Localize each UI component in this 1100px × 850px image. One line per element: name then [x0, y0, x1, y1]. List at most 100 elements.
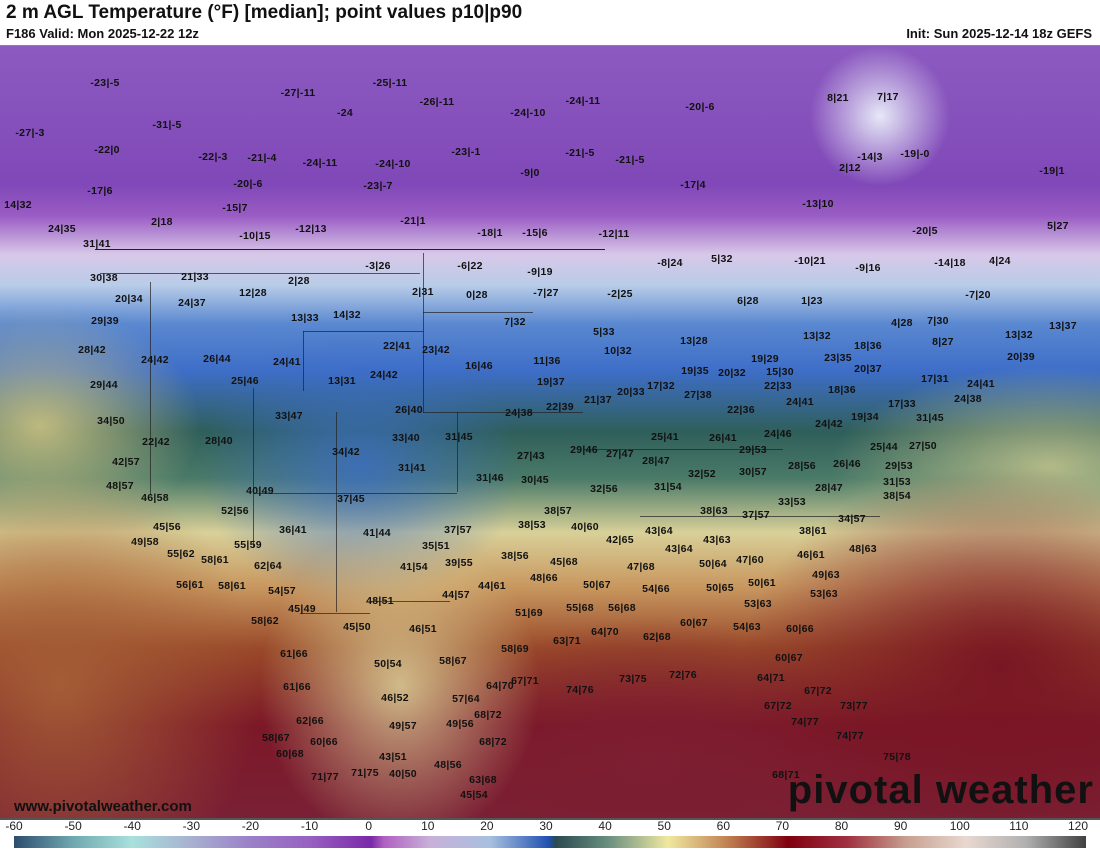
- point-value-label: 13|31: [328, 375, 356, 387]
- colorbar-tick-label: 110: [1009, 819, 1029, 833]
- point-value-label: 32|56: [590, 483, 618, 495]
- state-line: [583, 449, 783, 450]
- point-value-label: 28|47: [815, 482, 843, 494]
- point-value-label: 48|56: [434, 759, 462, 771]
- point-value-label: 2|31: [412, 286, 434, 298]
- point-value-label: 13|32: [1005, 329, 1033, 341]
- point-value-label: -23|-7: [363, 180, 393, 192]
- point-value-label: 30|38: [90, 272, 118, 284]
- colorbar-tick-label: 50: [657, 819, 671, 833]
- point-value-label: 49|58: [131, 536, 159, 548]
- point-value-label: 33|40: [392, 432, 420, 444]
- colorbar-tick-label: 100: [949, 819, 970, 833]
- point-value-label: 43|64: [645, 525, 673, 537]
- point-value-label: 33|47: [275, 410, 303, 422]
- point-value-label: 29|44: [90, 379, 118, 391]
- point-value-label: 28|56: [788, 460, 816, 472]
- point-value-label: 74|76: [566, 684, 594, 696]
- point-value-label: 24|46: [764, 428, 792, 440]
- point-value-label: 44|61: [478, 580, 506, 592]
- point-value-label: -15|7: [222, 202, 248, 214]
- point-value-label: 22|36: [727, 404, 755, 416]
- point-value-label: 63|68: [469, 774, 497, 786]
- point-value-label: -9|19: [527, 266, 553, 278]
- point-value-label: 24|42: [141, 354, 169, 366]
- point-value-label: 28|47: [642, 455, 670, 467]
- point-value-label: 13|28: [680, 335, 708, 347]
- point-value-label: -31|-5: [152, 119, 182, 131]
- point-value-label: 38|57: [544, 505, 572, 517]
- point-value-label: 50|61: [748, 577, 776, 589]
- colorbar-tick-label: 40: [598, 819, 612, 833]
- point-value-label: 27|38: [684, 389, 712, 401]
- point-value-label: 8|27: [932, 336, 954, 348]
- point-value-label: 26|41: [709, 432, 737, 444]
- state-line: [257, 493, 457, 494]
- point-value-label: 73|77: [840, 700, 868, 712]
- point-value-label: 71|75: [351, 767, 379, 779]
- point-value-label: 10|32: [604, 345, 632, 357]
- point-value-label: 74|77: [836, 730, 864, 742]
- point-value-label: -23|-1: [451, 146, 481, 158]
- point-value-label: 13|33: [291, 312, 319, 324]
- point-value-label: 43|63: [703, 534, 731, 546]
- point-value-label: 58|62: [251, 615, 279, 627]
- point-value-label: 45|50: [343, 621, 371, 633]
- point-value-label: 61|66: [283, 681, 311, 693]
- point-value-label: -15|6: [522, 227, 548, 239]
- point-value-label: 20|33: [617, 386, 645, 398]
- colorbar-tick-label: 20: [480, 819, 494, 833]
- website-url[interactable]: www.pivotalweather.com: [14, 798, 192, 815]
- point-value-label: 31|45: [445, 431, 473, 443]
- point-value-label: 31|46: [476, 472, 504, 484]
- colorbar-tick-label: 60: [716, 819, 731, 833]
- point-value-label: -6|22: [457, 260, 483, 272]
- point-value-label: 2|18: [151, 216, 173, 228]
- state-line: [423, 253, 424, 413]
- point-value-label: -27|-3: [15, 127, 45, 139]
- point-value-label: 48|51: [366, 595, 394, 607]
- point-value-label: 21|33: [181, 271, 209, 283]
- point-value-label: -13|10: [802, 198, 834, 210]
- point-value-label: 57|64: [452, 693, 480, 705]
- point-value-label: 16|46: [465, 360, 493, 372]
- point-value-label: 67|72: [764, 700, 792, 712]
- point-value-label: 26|46: [833, 458, 861, 470]
- point-value-label: 47|60: [736, 554, 764, 566]
- point-value-label: -12|11: [598, 228, 630, 240]
- point-value-label: 7|17: [877, 91, 899, 103]
- point-value-label: 46|51: [409, 623, 437, 635]
- point-value-label: 54|57: [268, 585, 296, 597]
- state-line: [423, 412, 583, 413]
- point-value-label: -14|18: [934, 257, 966, 269]
- colorbar-tick-label: 90: [893, 819, 908, 833]
- point-value-label: 26|44: [203, 353, 231, 365]
- point-value-label: -17|6: [87, 185, 113, 197]
- state-line: [300, 613, 370, 614]
- point-value-label: 46|61: [797, 549, 825, 561]
- point-value-label: 31|41: [83, 238, 111, 250]
- temperature-map[interactable]: www.pivotalweather.com pivotal weather -…: [0, 45, 1100, 820]
- point-value-label: 21|37: [584, 394, 612, 406]
- point-value-label: 67|72: [804, 685, 832, 697]
- point-value-label: 5|32: [711, 253, 733, 265]
- point-value-label: 58|67: [262, 732, 290, 744]
- point-value-label: 2|12: [839, 162, 861, 174]
- point-value-label: 60|67: [680, 617, 708, 629]
- point-value-label: 47|68: [627, 561, 655, 573]
- point-value-label: 58|69: [501, 643, 529, 655]
- point-value-label: 24|41: [967, 378, 995, 390]
- point-value-label: 20|37: [854, 363, 882, 375]
- point-value-label: 31|41: [398, 462, 426, 474]
- point-value-label: 24|41: [273, 356, 301, 368]
- point-value-label: 45|54: [460, 789, 488, 801]
- point-value-label: 72|76: [669, 669, 697, 681]
- point-value-label: 64|70: [486, 680, 514, 692]
- point-value-label: 58|61: [201, 554, 229, 566]
- point-value-label: 46|52: [381, 692, 409, 704]
- point-value-label: 37|57: [742, 509, 770, 521]
- point-value-label: 24|35: [48, 223, 76, 235]
- point-value-label: 60|66: [786, 623, 814, 635]
- point-value-label: 4|28: [891, 317, 913, 329]
- point-value-label: 22|42: [142, 436, 170, 448]
